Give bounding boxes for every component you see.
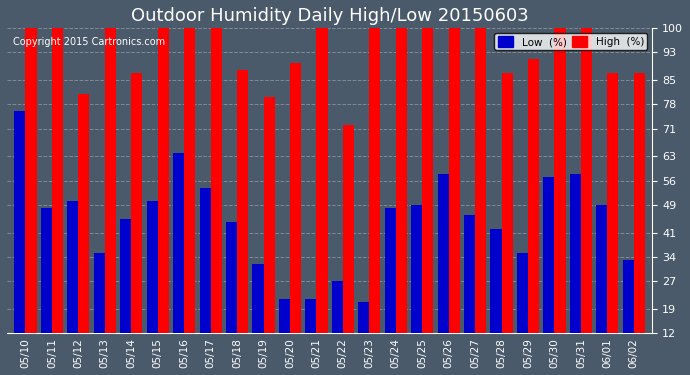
- Bar: [210, 28, 221, 375]
- Text: Copyright 2015 Cartronics.com: Copyright 2015 Cartronics.com: [13, 37, 166, 47]
- Bar: [369, 28, 380, 375]
- Bar: [358, 302, 369, 375]
- Bar: [596, 205, 607, 375]
- Legend: Low  (%), High  (%): Low (%), High (%): [495, 33, 647, 50]
- Bar: [305, 298, 317, 375]
- Bar: [94, 254, 105, 375]
- Bar: [120, 219, 131, 375]
- Bar: [332, 281, 343, 375]
- Bar: [52, 28, 63, 375]
- Bar: [158, 28, 169, 375]
- Bar: [384, 209, 396, 375]
- Bar: [317, 28, 328, 375]
- Bar: [607, 73, 618, 375]
- Bar: [502, 73, 513, 375]
- Bar: [14, 111, 26, 375]
- Bar: [253, 264, 264, 375]
- Bar: [279, 298, 290, 375]
- Bar: [411, 205, 422, 375]
- Bar: [237, 69, 248, 375]
- Bar: [464, 215, 475, 375]
- Bar: [264, 97, 275, 375]
- Bar: [448, 28, 460, 375]
- Bar: [226, 222, 237, 375]
- Bar: [105, 28, 116, 375]
- Bar: [41, 209, 52, 375]
- Title: Outdoor Humidity Daily High/Low 20150603: Outdoor Humidity Daily High/Low 20150603: [131, 7, 529, 25]
- Bar: [290, 63, 301, 375]
- Bar: [570, 174, 581, 375]
- Bar: [437, 174, 448, 375]
- Bar: [422, 28, 433, 375]
- Bar: [555, 28, 566, 375]
- Bar: [184, 28, 195, 375]
- Bar: [396, 28, 407, 375]
- Bar: [491, 229, 502, 375]
- Bar: [79, 94, 90, 375]
- Bar: [146, 201, 158, 375]
- Bar: [26, 28, 37, 375]
- Bar: [173, 153, 184, 375]
- Bar: [343, 125, 354, 375]
- Bar: [199, 188, 210, 375]
- Bar: [622, 260, 634, 375]
- Bar: [131, 73, 142, 375]
- Bar: [517, 254, 528, 375]
- Bar: [528, 59, 539, 375]
- Bar: [67, 201, 79, 375]
- Bar: [475, 28, 486, 375]
- Bar: [581, 28, 592, 375]
- Bar: [543, 177, 555, 375]
- Bar: [634, 73, 645, 375]
